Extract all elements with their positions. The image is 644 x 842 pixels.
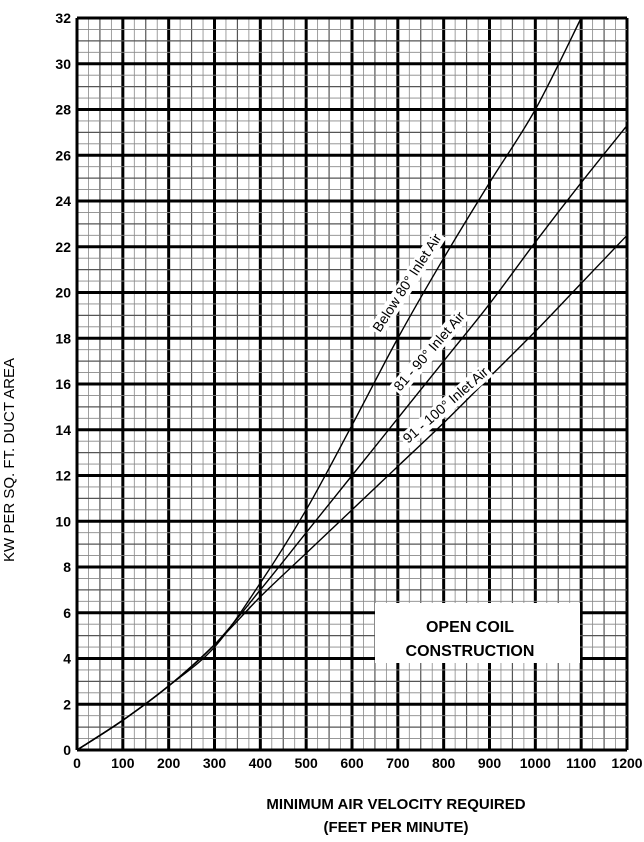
annotation-line-2: CONSTRUCTION: [406, 643, 535, 660]
y-tick-label: 22: [55, 239, 71, 255]
y-tick-label: 4: [63, 651, 71, 667]
series-group: [76, 17, 628, 751]
y-tick-label: 12: [55, 468, 71, 484]
y-tick-label: 26: [55, 147, 71, 163]
x-tick-label: 900: [478, 755, 502, 771]
y-tick-label: 32: [55, 10, 71, 26]
annotation-box: OPEN COIL CONSTRUCTION: [375, 603, 580, 663]
y-tick-label: 2: [63, 696, 71, 712]
y-tick-label: 6: [63, 605, 71, 621]
x-tick-label: 100: [111, 755, 135, 771]
series-91-100-label-bg: [398, 363, 494, 449]
x-tick-label: 1100: [566, 755, 597, 771]
x-tick-label: 600: [340, 755, 364, 771]
y-tick-label: 8: [63, 559, 71, 575]
x-tick-label: 1000: [520, 755, 551, 771]
y-tick-label: 20: [55, 285, 71, 301]
x-tick-label: 300: [203, 755, 227, 771]
x-tick-label: 200: [157, 755, 181, 771]
x-axis-label-line-1: MINIMUM AIR VELOCITY REQUIRED: [266, 796, 525, 813]
x-axis-label-line-2: (FEET PER MINUTE): [324, 819, 469, 836]
y-tick-label: 24: [55, 193, 71, 209]
series-91-100-line: [76, 234, 628, 751]
y-tick-label: 14: [55, 422, 71, 438]
series-81-90-label-bg: [389, 307, 470, 397]
x-tick-label: 500: [294, 755, 318, 771]
series-81-90-label-text: 81 - 90° Inlet Air: [390, 308, 468, 394]
y-tick-label: 18: [55, 330, 71, 346]
y-tick-label: 28: [55, 102, 71, 118]
series-below-80-label-bg: [368, 229, 447, 337]
x-tick-label: 0: [73, 755, 81, 771]
y-tick-label: 30: [55, 56, 71, 72]
annotation-background: [375, 603, 580, 663]
y-tick-label: 10: [55, 513, 71, 529]
y-tick-label: 0: [63, 742, 71, 758]
x-tick-label: 1200: [611, 755, 642, 771]
x-tick-label: 700: [386, 755, 410, 771]
x-tick-label: 400: [249, 755, 273, 771]
y-tick-label: 16: [55, 376, 71, 392]
annotation-line-1: OPEN COIL: [426, 619, 514, 636]
x-tick-label: 800: [432, 755, 456, 771]
y-axis-label: KW PER SQ. FT. DUCT AREA: [1, 358, 18, 562]
